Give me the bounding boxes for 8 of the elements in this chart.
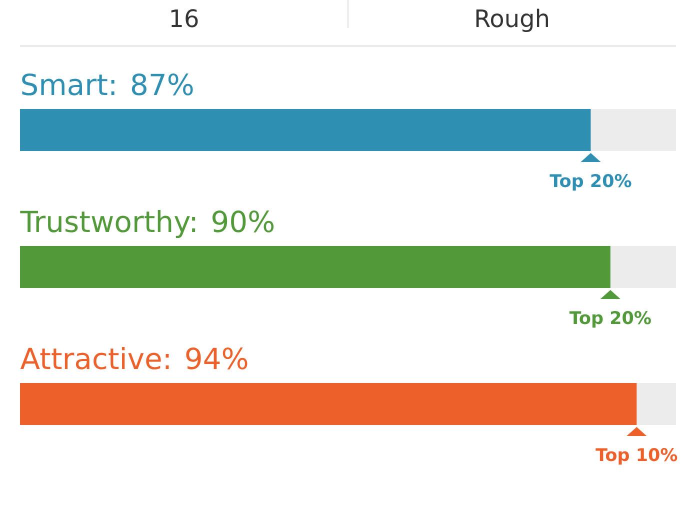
data-label: Attractive: 94% bbox=[20, 346, 248, 370]
annotation: Top 20% bbox=[550, 174, 632, 191]
data-label: Trustworthy: 90% bbox=[20, 210, 274, 238]
annotation: Top 20% bbox=[569, 311, 651, 328]
data-label: Smart: 87% bbox=[22, 73, 193, 96]
text: Rough bbox=[476, 8, 548, 32]
annotation: Top 10% bbox=[596, 448, 678, 465]
text: 16 bbox=[171, 9, 198, 28]
